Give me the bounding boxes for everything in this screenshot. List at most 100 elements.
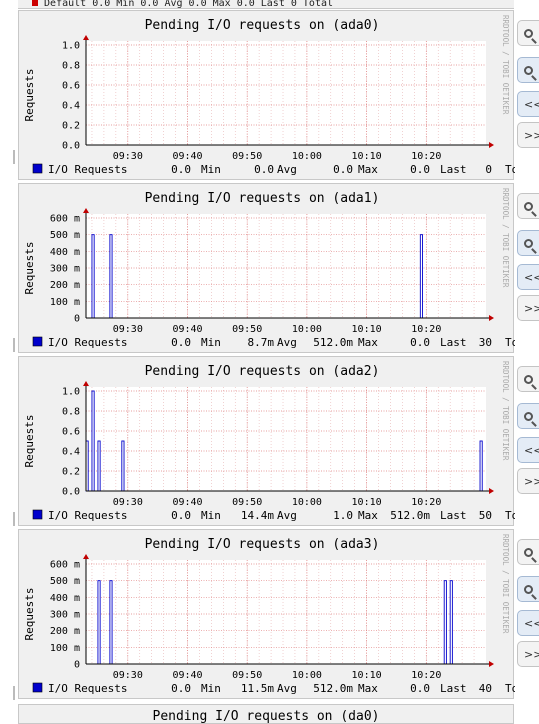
legend-last-value: 0.0 [410,336,430,349]
x-tick-label: 09:30 [113,151,143,162]
legend-total-word: To [505,509,515,522]
y-tick-label: 300 m [50,264,80,275]
legend-swatch [32,163,43,174]
x-tick-label: 09:30 [113,324,143,335]
legend-max-word: Max [358,336,378,349]
zoom-in-button[interactable] [517,20,539,46]
left-margin-mark [13,686,15,700]
y-axis-label: Requests [23,588,36,641]
zoom-controls: << >> [514,356,539,526]
legend-last-value: 0.0 [410,163,430,176]
legend-last-value: 512.0m [390,509,430,522]
legend-avg-word: Avg [277,509,297,522]
x-tick-label: 09:40 [172,324,202,335]
legend-avg-value: 8.7m [248,336,275,349]
chart-svg: 0.0 0.2 0.4 0.6 0.8 1.0 09:30 09:40 09:50 10:00 10… [23,361,515,522]
zoom-out-icon [524,584,533,594]
legend-min-value: 0.0 [171,163,191,176]
graph-panel-0: 0.0 0.2 0.4 0.6 0.8 1.0 09:30 09:40 09:50 10:00 10… [18,10,515,180]
x-tick-label: 10:20 [411,324,441,335]
left-margin-mark [13,150,15,164]
y-axis-label: Requests [23,69,36,122]
y-axis-arrow [83,554,89,559]
x-tick-label: 10:10 [352,497,382,508]
x-tick-label: 09:50 [232,324,262,335]
next-range-button[interactable]: >> [517,468,539,494]
legend-min-word: Min [201,163,221,176]
legend-total-value: 40 [479,682,492,695]
zoom-in-icon [524,28,533,38]
y-tick-label: 300 m [50,610,80,621]
legend-total-value: 30 [479,336,492,349]
legend-total-value: 50 [479,509,492,522]
zoom-in-button[interactable] [517,366,539,392]
data-bar [419,234,423,319]
plot-area [86,214,486,318]
y-tick-label: 600 m [50,560,80,571]
zoom-controls: << >> [514,529,539,699]
button-label: >> [524,128,539,142]
legend-max-word: Max [358,163,378,176]
previous-legend-text: Default 0.0 Min 0.0 Avg 0.0 Max 0.0 Last… [44,0,334,9]
y-axis-arrow [83,208,89,213]
data-bar [91,234,95,319]
legend-last-value: 0.0 [410,682,430,695]
button-label: << [524,97,539,111]
legend-avg-value: 0.0 [254,163,274,176]
x-tick-label: 10:10 [352,151,382,162]
zoom-out-button[interactable] [517,57,539,83]
y-axis-label: Requests [23,242,36,295]
previous-range-button[interactable]: << [517,610,539,636]
y-tick-label: 200 m [50,626,80,637]
x-tick-label: 10:10 [352,324,382,335]
previous-range-button[interactable]: << [517,264,539,290]
data-bar [97,580,101,665]
y-tick-label: 200 m [50,280,80,291]
legend-avg-word: Avg [277,682,297,695]
zoom-in-button[interactable] [517,193,539,219]
next-range-button[interactable]: >> [517,122,539,148]
legend-total-word: To [505,682,515,695]
previous-range-button[interactable]: << [517,91,539,117]
plot-area [86,560,486,664]
graph-panel-da0: Pending I/O requests on (da0) [18,704,514,724]
button-label: >> [524,647,539,661]
y-tick-label: 0.8 [62,61,80,72]
previous-legend-swatch [32,0,38,6]
button-label: >> [524,474,539,488]
y-tick-label: 400 m [50,247,80,258]
zoom-out-button[interactable] [517,576,539,602]
button-label: << [524,616,539,630]
y-tick-label: 0.0 [62,487,80,498]
legend-last-word: Last [440,509,467,522]
y-axis-arrow [83,35,89,40]
previous-panel-strip: Default 0.0 Min 0.0 Avg 0.0 Max 0.0 Last… [18,0,514,9]
next-range-button[interactable]: >> [517,641,539,667]
plot-area [86,41,486,145]
y-tick-label: 600 m [50,214,80,225]
rrdtool-credit: RRDTOOL / TOBI OETIKER [501,188,510,288]
legend-min-value: 0.0 [171,509,191,522]
y-tick-label: 0 [74,660,80,671]
x-tick-label: 10:00 [292,497,322,508]
chart-svg: 0 100 m 200 m 300 m 400 m 500 m 600 m 09:30 09:4… [23,188,515,349]
legend-last-word: Last [440,682,467,695]
chart-title: Pending I/O requests on (ada1) [145,191,380,206]
zoom-in-button[interactable] [517,539,539,565]
x-tick-label: 09:40 [172,497,202,508]
zoom-out-button[interactable] [517,403,539,429]
y-tick-label: 0.0 [62,141,80,152]
zoom-out-button[interactable] [517,230,539,256]
y-tick-label: 0.6 [62,81,80,92]
x-tick-label: 09:30 [113,670,143,681]
y-tick-label: 100 m [50,297,80,308]
chart-svg: 0 100 m 200 m 300 m 400 m 500 m 600 m 09:30 09:4… [23,534,515,695]
legend-min-value: 0.0 [171,336,191,349]
next-range-button[interactable]: >> [517,295,539,321]
data-bar [109,234,113,319]
x-tick-label: 09:50 [232,497,262,508]
previous-range-button[interactable]: << [517,437,539,463]
button-label: << [524,270,539,284]
x-tick-label: 09:40 [172,151,202,162]
x-tick-label: 09:40 [172,670,202,681]
